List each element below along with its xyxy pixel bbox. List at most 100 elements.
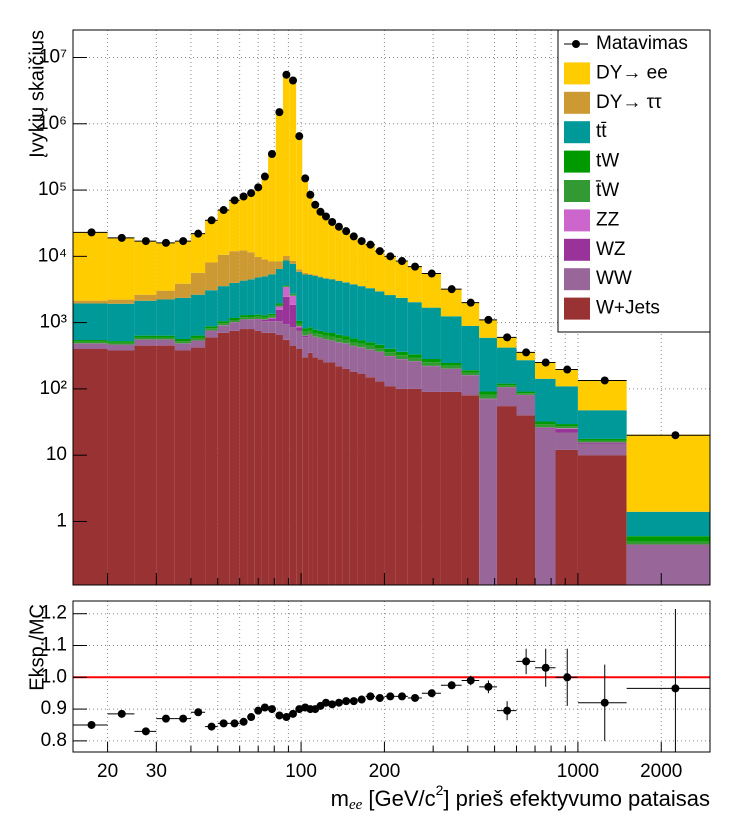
stack-segment [289,327,297,346]
stack-segment [516,391,536,394]
legend-swatch [564,62,590,85]
stack-segment [407,361,422,389]
stack-segment [328,340,336,363]
data-point [541,358,550,367]
ratio-point [161,714,170,723]
stack-segment [357,343,366,348]
ratio-point [321,698,330,707]
stack-segment [323,362,329,585]
stack-segment [247,279,255,315]
stack-segment [174,339,191,342]
x-tick-label: 20 [97,761,118,782]
stack-segment [626,536,710,542]
stack-segment [308,334,313,336]
y-tick-label: 0.9 [41,698,67,719]
stack-segment [555,428,578,433]
stack-segment [375,344,385,349]
stack-segment [239,317,248,320]
y-tick-label: 10² [40,378,67,399]
stack-segment [261,259,269,277]
stack-segment [247,314,255,318]
data-point [427,269,436,278]
stack-segment [312,337,318,358]
stack-segment [342,336,350,340]
stack-segment [190,233,206,273]
stack-segment [156,337,175,340]
stack-segment [296,348,303,585]
stack-segment [395,359,408,389]
stack-segment [440,289,462,317]
stack-segment [282,286,290,297]
x-label-part: [GeV/c [362,786,435,811]
stack-segment [229,330,240,585]
y-tick-label: 10⁷ [39,47,67,68]
stack-segment [516,393,536,395]
stack-segment [375,352,385,382]
stack-segment [317,334,324,338]
x-label-sup: 2 [436,782,444,798]
data-point [563,365,572,374]
ratio-point [282,713,291,722]
stack-segment [302,357,309,585]
stack-segment [275,304,283,307]
stack-segment [174,343,191,351]
x-tick-label: 2000 [640,761,682,782]
y-tick-label: 1.0 [41,666,67,687]
stack-segment [296,136,303,270]
data-point [349,232,358,241]
data-point [179,237,188,246]
stack-segment [229,251,240,283]
ratio-plot [73,601,710,752]
ratio-point [179,714,188,723]
data-point [447,285,456,294]
data-point [207,216,216,225]
legend-label: ZZ [596,209,620,230]
stack-segment [323,335,329,340]
ratio-point [247,713,256,722]
stack-segment [555,424,578,427]
stack-segment [365,377,376,585]
stack-segment [577,443,627,456]
y-tick-label: 10³ [40,312,67,333]
stack-segment [555,449,578,585]
legend-swatch [564,268,590,291]
ratio-point [328,700,337,709]
stack-segment [190,335,206,338]
stack-segment [156,299,175,336]
stack-segment [395,297,408,352]
stack-segment [247,319,255,320]
stack-segment [296,326,303,328]
stack-segment [217,325,230,333]
stack-segment [312,275,318,330]
stack-segment [328,279,336,334]
stack-segment [328,333,336,337]
legend-marker [572,40,580,48]
stack-segment [323,278,329,333]
data-point [316,207,325,216]
stack-segment [296,330,303,349]
stack-segment [190,340,206,348]
stack-segment [308,330,313,335]
stack-segment [282,339,290,585]
data-point [301,174,310,183]
ratio-point [671,684,680,693]
y-tick-label: 1.2 [41,603,67,624]
legend-swatch [564,209,590,232]
stack-segment [282,74,290,256]
stack-segment [312,274,318,276]
stack-segment [535,427,556,429]
data-point [161,238,170,247]
stack-segment [190,347,206,585]
ratio-point [267,705,276,714]
stack-segment [535,424,556,428]
stack-segment [395,261,408,298]
stack-segment [328,222,336,279]
stack-segment [323,339,329,363]
ratio-point [411,693,420,702]
stack-segment [357,347,366,374]
data-point [484,315,493,324]
data-point [321,212,330,221]
data-point [267,150,276,159]
stack-segment [461,325,480,371]
stack-segment [275,306,283,311]
